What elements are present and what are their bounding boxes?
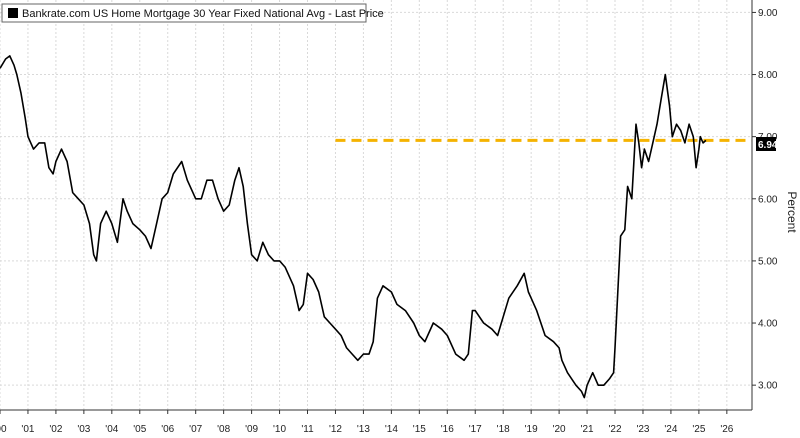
- x-tick-label: '08: [217, 424, 230, 435]
- y-tick-label: 5.00: [758, 256, 778, 267]
- x-tick-label: '25: [692, 424, 705, 435]
- legend-label: Bankrate.com US Home Mortgage 30 Year Fi…: [22, 8, 384, 20]
- x-tick-label: '11: [301, 424, 314, 435]
- last-price-box: [756, 137, 776, 151]
- gridlines: [0, 0, 752, 410]
- x-tick-label: '01: [21, 424, 34, 435]
- x-tick-label: '21: [581, 424, 594, 435]
- x-tick-label: '24: [664, 424, 677, 435]
- x-tick-label: '10: [273, 424, 286, 435]
- x-tick-label: '18: [497, 424, 510, 435]
- x-tick-label: '20: [553, 424, 566, 435]
- y-axis-title: Percent: [785, 191, 799, 233]
- x-tick-label: '15: [413, 424, 426, 435]
- x-tick-label: '07: [189, 424, 202, 435]
- x-tick-label: '09: [245, 424, 258, 435]
- last-price-marker: 6.94: [756, 137, 778, 151]
- x-tick-label: '22: [608, 424, 621, 435]
- x-tick-label: '17: [469, 424, 482, 435]
- x-tick-label: '00: [0, 424, 7, 435]
- x-tick-label: '13: [357, 424, 370, 435]
- y-tick-label: 4.00: [758, 319, 778, 330]
- x-tick-label: '12: [329, 424, 342, 435]
- last-price-label: 6.94: [758, 140, 778, 151]
- x-tick-label: '04: [105, 424, 118, 435]
- y-tick-label: 8.00: [758, 70, 778, 81]
- legend-box: [1, 3, 367, 23]
- x-tick-label: '16: [441, 424, 454, 435]
- legend: Bankrate.com US Home Mortgage 30 Year Fi…: [1, 3, 384, 23]
- legend-swatch: [8, 8, 18, 18]
- series-line: [0, 55, 707, 399]
- x-tick-label: '14: [385, 424, 398, 435]
- y-tick-label: 9.00: [758, 8, 778, 19]
- x-tick-label: '06: [161, 424, 174, 435]
- y-tick-label: 3.00: [758, 381, 778, 392]
- y-tick-label: 6.00: [758, 194, 778, 205]
- x-tick-labels: '00 '01 '02 '03 '04 '05 '06 '07 '08 '09 '10 '11 '12 '…: [0, 410, 734, 435]
- x-tick-label: '26: [720, 424, 733, 435]
- x-tick-label: '05: [133, 424, 146, 435]
- series-lines: [0, 55, 707, 399]
- x-tick-label: '19: [525, 424, 538, 435]
- x-tick-label: '23: [636, 424, 649, 435]
- x-tick-label: '02: [49, 424, 62, 435]
- x-tick-label: '03: [77, 424, 90, 435]
